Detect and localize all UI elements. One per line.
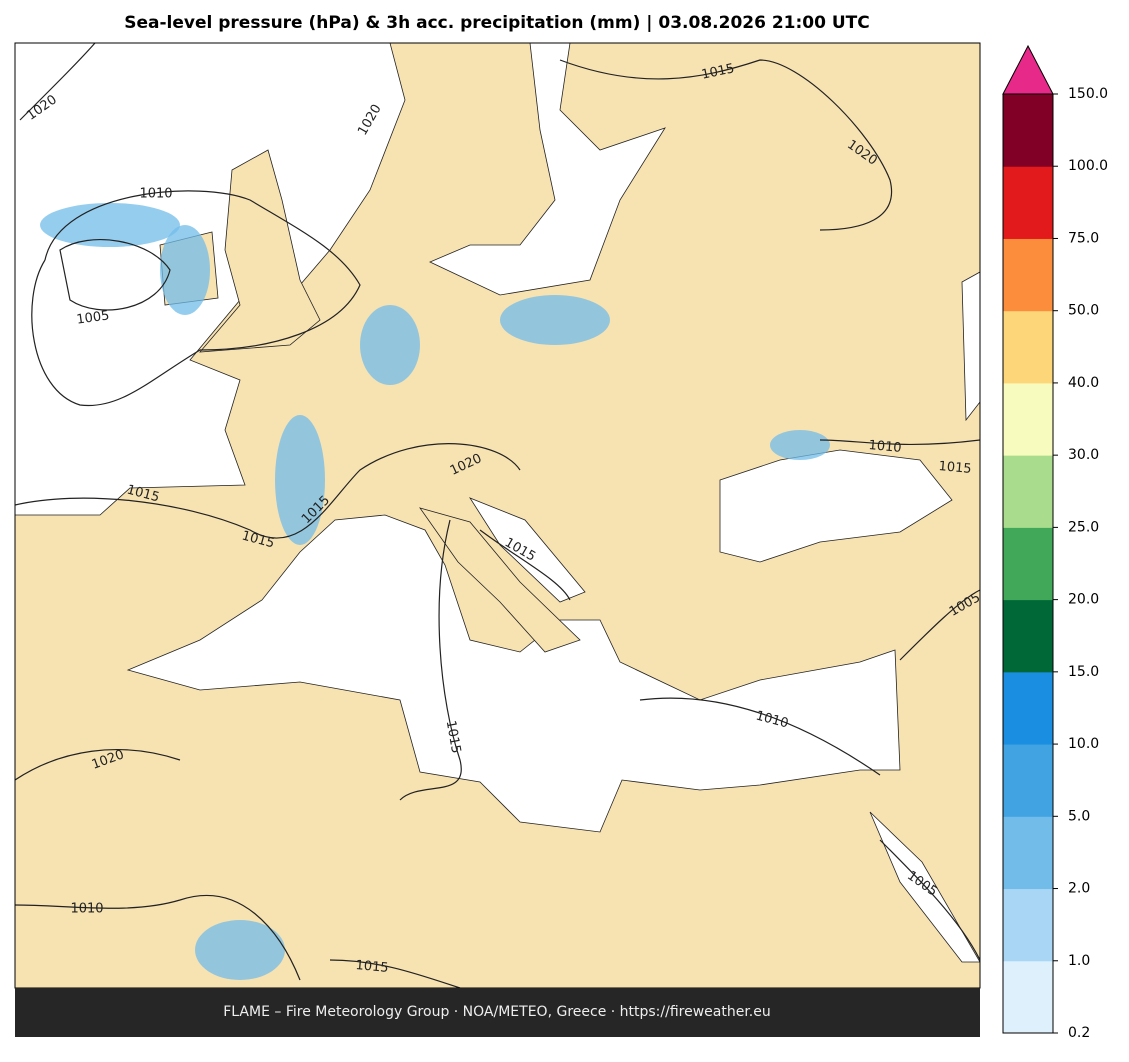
footer-bar (15, 988, 980, 1037)
colorbar-bin (1003, 960, 1053, 1034)
isobar-label: 1015 (443, 719, 464, 754)
isobars (15, 43, 980, 988)
colorbar-bin (1003, 310, 1053, 384)
colorbar-bin (1003, 744, 1053, 817)
colorbar: 0.2 1.0 2.0 5.0 10.0 15.0 20.0 25.0 30.0 40.0 50.0… (1002, 44, 1108, 1041)
baltic (429, 43, 666, 296)
isobar (15, 894, 301, 981)
isobar-label: 1005 (76, 308, 111, 327)
isobar (31, 190, 361, 407)
isobar (15, 748, 181, 781)
colorbar-tick-label: 25.0 (1068, 519, 1099, 535)
rain-area (360, 305, 420, 385)
colorbar-tick-label: 2.0 (1068, 881, 1090, 897)
isobar-label: 1010 (139, 187, 172, 202)
isobar (59, 239, 171, 311)
isobar-label: 1010 (868, 438, 902, 456)
mediterranean (126, 514, 901, 833)
rain-area (160, 225, 210, 315)
adriatic (468, 497, 586, 603)
colorbar-tick-label: 40.0 (1068, 375, 1099, 391)
isobar (899, 589, 980, 661)
rain-area (275, 415, 325, 545)
precipitation (40, 203, 830, 980)
colorbar-bin (1003, 382, 1053, 456)
isobar (639, 697, 881, 776)
colorbar-bin (1003, 166, 1053, 239)
rain-area (770, 430, 830, 460)
colorbar-tick-label: 0.2 (1068, 1025, 1090, 1041)
colorbar-bin (1003, 238, 1053, 312)
rain-area (500, 295, 610, 345)
isobar (819, 439, 980, 446)
colorbar-tick-label: 1.0 (1068, 953, 1090, 969)
isobar (559, 59, 893, 231)
isobar (399, 519, 462, 801)
colorbar-tick-label: 75.0 (1068, 230, 1099, 246)
isobar-label: 1015 (700, 61, 735, 83)
caspian (961, 271, 980, 422)
colorbar-tick-label: 150.0 (1068, 86, 1108, 102)
title: Sea-level pressure (hPa) & 3h acc. preci… (124, 13, 870, 33)
colorbar-tick-label: 5.0 (1068, 808, 1090, 824)
isobar (19, 43, 96, 121)
isobar (15, 443, 521, 539)
colorbar-bin (1003, 816, 1053, 890)
rain-area (195, 920, 285, 980)
isobar-label: 1015 (938, 459, 972, 477)
colorbar-tick-label: 15.0 (1068, 664, 1099, 680)
colorbar-bin (1003, 599, 1053, 673)
colorbar-extend (1002, 44, 1054, 95)
colorbar-bin (1003, 455, 1053, 528)
isobar-label: 1015 (355, 958, 389, 976)
isobar-label: 1010 (70, 902, 103, 917)
rain-area (40, 203, 180, 247)
colorbar-bin (1003, 527, 1053, 601)
colorbar-tick-label: 100.0 (1068, 158, 1108, 174)
isobar (479, 529, 571, 601)
colorbar-frame (1002, 93, 1054, 1034)
colorbar-bin (1003, 888, 1053, 962)
colorbar-bin (1003, 94, 1053, 167)
colorbar-tick-label: 50.0 (1068, 303, 1099, 319)
colorbar-bin (1003, 671, 1053, 745)
colorbar-tick-label: 10.0 (1068, 736, 1099, 752)
colorbar-tick-label: 30.0 (1068, 447, 1099, 463)
colorbar-tick-label: 20.0 (1068, 592, 1099, 608)
isobar (879, 839, 980, 961)
isobar (329, 959, 461, 988)
italy (419, 507, 581, 653)
footer-credit: FLAME – Fire Meteorology Group · NOA/MET… (223, 1004, 771, 1020)
